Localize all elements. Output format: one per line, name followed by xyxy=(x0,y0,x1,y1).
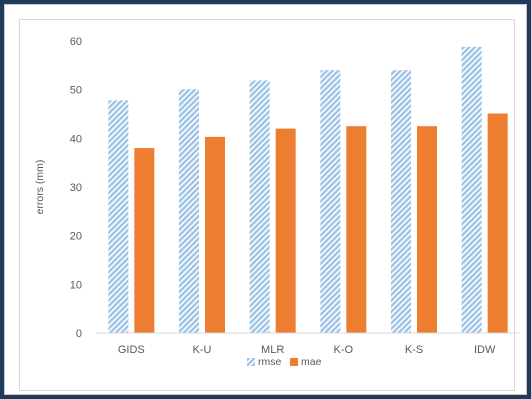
bar-rmse-k-u xyxy=(179,89,199,334)
bar-mae-mlr xyxy=(275,128,296,333)
legend-label-mae: mae xyxy=(301,356,322,368)
x-tick-label: IDW xyxy=(474,344,496,356)
x-axis-ticks: GIDS K-U MLR K-O K-S IDW xyxy=(118,344,496,356)
bar-rmse-idw xyxy=(461,46,482,334)
x-tick-label: K-S xyxy=(405,344,423,356)
bar-rmse-mlr xyxy=(249,80,270,333)
legend-swatch-rmse xyxy=(247,358,255,366)
y-tick-label: 40 xyxy=(70,133,82,145)
y-axis-ticks: 0 10 20 30 40 50 60 xyxy=(70,36,82,340)
bars xyxy=(108,46,508,334)
bar-rmse-k-s xyxy=(391,70,411,333)
bar-rmse-gids xyxy=(108,100,129,333)
y-tick-label: 30 xyxy=(70,182,82,194)
bar-mae-k-s xyxy=(417,126,437,334)
legend-swatch-mae xyxy=(290,358,298,366)
y-tick-label: 10 xyxy=(70,279,82,291)
y-tick-label: 60 xyxy=(70,36,82,48)
bar-mae-k-o xyxy=(346,126,367,334)
bar-rmse-k-o xyxy=(320,70,341,333)
x-tick-label: MLR xyxy=(261,344,284,356)
y-tick-label: 50 xyxy=(70,85,82,97)
x-tick-label: K-O xyxy=(334,344,354,356)
x-tick-label: GIDS xyxy=(118,344,145,356)
y-axis-label: errors (mm) xyxy=(34,160,46,215)
legend: rmse mae xyxy=(247,356,322,368)
bar-mae-idw xyxy=(487,113,508,333)
y-tick-label: 20 xyxy=(70,231,82,243)
bar-mae-gids xyxy=(134,148,155,333)
x-tick-label: K-U xyxy=(193,344,212,356)
bar-mae-k-u xyxy=(205,136,225,333)
y-tick-label: 0 xyxy=(76,328,82,340)
legend-label-rmse: rmse xyxy=(258,356,281,368)
